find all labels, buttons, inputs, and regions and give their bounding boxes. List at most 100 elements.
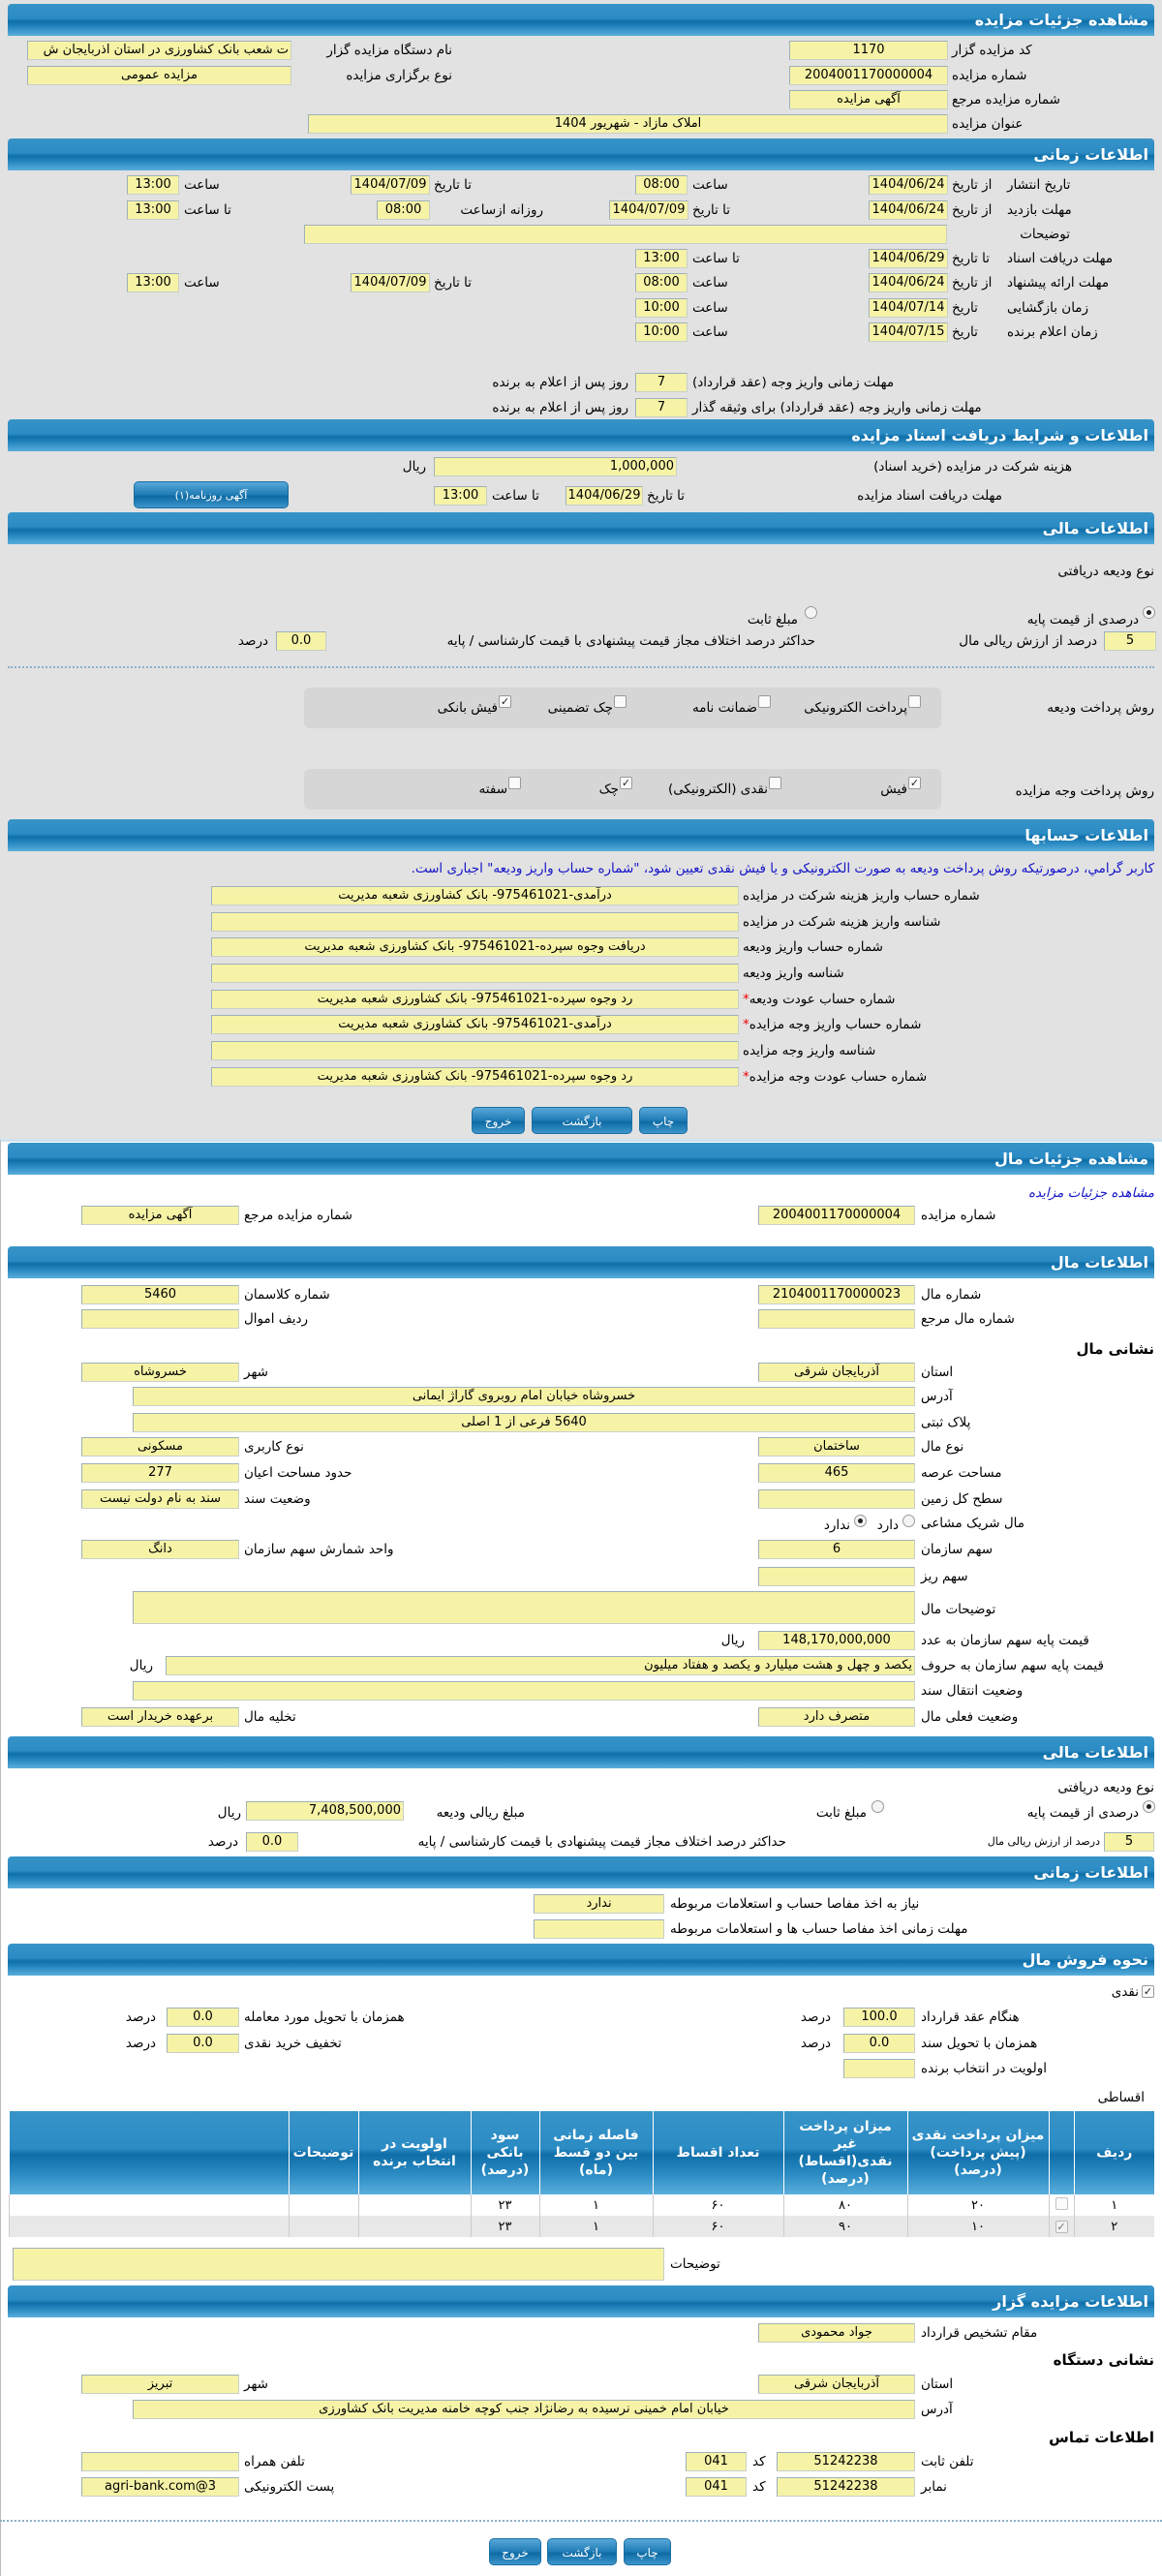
- org-address-field[interactable]: خیابان امام خمینی نرسیده به رضانژاد جنب …: [133, 2400, 915, 2419]
- current-status-field[interactable]: متصرف دارد: [758, 1707, 915, 1727]
- back-button-bottom[interactable]: بازگشت: [547, 2538, 617, 2565]
- sale-notes-field[interactable]: [13, 2248, 664, 2281]
- account-field[interactable]: [211, 1041, 739, 1060]
- usage-field[interactable]: مسکونی: [81, 1437, 239, 1457]
- class-field[interactable]: 5460: [81, 1285, 239, 1304]
- offer-time2-field[interactable]: 13:00: [127, 273, 179, 292]
- payment-method-checkbox-electronic-cash[interactable]: [769, 777, 781, 789]
- cash-checkbox[interactable]: ✓: [1142, 1985, 1154, 1998]
- payment-method-checkbox-promissory[interactable]: [508, 777, 521, 789]
- priority-field[interactable]: [843, 2059, 915, 2078]
- opening-date-field[interactable]: 1404/07/14: [869, 298, 948, 318]
- shared-yes-radio[interactable]: [902, 1515, 915, 1527]
- deed-status-field[interactable]: سند به نام دولت نیست: [81, 1489, 239, 1509]
- email-field[interactable]: agri-bank.com@3: [81, 2477, 239, 2497]
- item-fixed-radio[interactable]: [872, 1800, 884, 1813]
- kind-field[interactable]: ساختمان: [758, 1437, 915, 1457]
- account-field[interactable]: درآمدی-975461021- بانک کشاورزی شعبه مدیر…: [211, 1015, 739, 1034]
- account-field[interactable]: دریافت وجوه سپرده-975461021- بانک کشاورز…: [211, 937, 739, 957]
- offer-from-field[interactable]: 1404/06/24: [869, 273, 948, 292]
- item-max-diff-field[interactable]: 0.0: [246, 1832, 298, 1852]
- winner-time-field[interactable]: 10:00: [635, 322, 688, 342]
- title-field[interactable]: املاک مازاد - شهریور 1404: [308, 114, 948, 134]
- fax-field[interactable]: 51242238: [777, 2477, 915, 2497]
- building-area-field[interactable]: 277: [81, 1463, 239, 1483]
- max-diff-field[interactable]: 0.0: [276, 631, 326, 651]
- fixed-radio[interactable]: [805, 606, 817, 619]
- offer-time1-field[interactable]: 08:00: [635, 273, 688, 292]
- percent-field[interactable]: 5: [1104, 631, 1156, 651]
- docs-deadline2-to-field[interactable]: 1404/06/29: [566, 486, 643, 506]
- mobile-field[interactable]: [81, 2452, 239, 2471]
- item-percent-field[interactable]: 5: [1104, 1832, 1154, 1852]
- payment-method-checkbox-receipt[interactable]: ✓: [908, 777, 921, 789]
- city-field[interactable]: خسروشاه: [81, 1363, 239, 1382]
- publish-to-field[interactable]: 1404/07/09: [351, 175, 430, 195]
- percent-radio[interactable]: [1143, 606, 1155, 619]
- on-deed-field[interactable]: 0.0: [843, 2034, 915, 2053]
- land-area-field[interactable]: 465: [758, 1463, 915, 1483]
- visit-daily-to-field[interactable]: 13:00: [127, 200, 179, 220]
- evacuation-field[interactable]: برعهده خریدار است: [81, 1707, 239, 1727]
- asset-row-field[interactable]: [81, 1309, 239, 1329]
- account-field[interactable]: رد وجوه سپرده-975461021- بانک کشاورزی شع…: [211, 990, 739, 1009]
- visit-to-field[interactable]: 1404/07/09: [609, 200, 688, 220]
- deposit-method-checkbox-bank-receipt[interactable]: ✓: [499, 695, 511, 708]
- row-checkbox[interactable]: [1055, 2196, 1068, 2210]
- shared-no-radio[interactable]: [854, 1515, 867, 1527]
- ref-field[interactable]: آگهی مزایده: [789, 90, 948, 109]
- share-field[interactable]: 6: [758, 1540, 915, 1559]
- account-field[interactable]: [211, 964, 739, 983]
- deposit-method-checkbox-cheque[interactable]: [614, 695, 627, 708]
- pay1-days-field[interactable]: 7: [635, 373, 688, 392]
- subshare-field[interactable]: [758, 1567, 915, 1586]
- share-unit-field[interactable]: دانگ: [81, 1540, 239, 1559]
- plaque-field[interactable]: 5640 فرعی از 1 اصلی: [133, 1413, 915, 1432]
- clearance-deadline-field[interactable]: [534, 1919, 664, 1939]
- cell-select[interactable]: ✓: [1048, 2216, 1074, 2237]
- property-desc-field[interactable]: [133, 1591, 915, 1624]
- transfer-field[interactable]: [133, 1681, 915, 1701]
- offer-to-field[interactable]: 1404/07/09: [351, 273, 430, 292]
- deposit-method-checkbox-guarantee[interactable]: [758, 695, 771, 708]
- payment-method-checkbox-cheque[interactable]: ✓: [620, 777, 632, 789]
- item-ref-field[interactable]: آگهی مزایده: [81, 1206, 239, 1225]
- clearance-field[interactable]: ندارد: [534, 1894, 664, 1914]
- account-field[interactable]: رد وجوه سپرده-975461021- بانک کشاورزی شع…: [211, 1067, 739, 1087]
- publish-from-field[interactable]: 1404/06/24: [869, 175, 948, 195]
- account-field[interactable]: درآمدی-975461021- بانک کشاورزی شعبه مدیر…: [211, 886, 739, 905]
- opening-time-field[interactable]: 10:00: [635, 298, 688, 318]
- cost-field[interactable]: 1,000,000: [434, 457, 677, 476]
- price-field[interactable]: 148,170,000,000: [758, 1631, 915, 1650]
- item-percent-radio[interactable]: [1143, 1800, 1155, 1813]
- account-field[interactable]: [211, 912, 739, 932]
- property-number-field[interactable]: 2104001170000023: [758, 1285, 915, 1304]
- code-field[interactable]: 1170: [789, 41, 948, 60]
- print-button[interactable]: چاپ: [639, 1107, 688, 1134]
- cell-select[interactable]: [1048, 2194, 1074, 2216]
- exit-button[interactable]: خروج: [472, 1107, 525, 1134]
- number-field[interactable]: 2004001170000004: [789, 66, 948, 85]
- exit-button-bottom[interactable]: خروج: [489, 2538, 541, 2565]
- org-field[interactable]: ت شعب بانک کشاورزی در استان اذربایجان ش: [27, 41, 291, 60]
- auction-details-link[interactable]: مشاهده جزئیات مزایده: [1027, 1185, 1154, 1201]
- org-province-field[interactable]: آذربایجان شرقی: [758, 2375, 915, 2394]
- phone-code-field[interactable]: 041: [686, 2452, 747, 2471]
- address-field[interactable]: خسروشاه خیابان امام روبروی گاراژ ایمانی: [133, 1387, 915, 1406]
- docs-time-field[interactable]: 13:00: [635, 249, 688, 268]
- on-delivery-field[interactable]: 0.0: [167, 2008, 239, 2027]
- property-ref-field[interactable]: [758, 1309, 915, 1329]
- total-land-field[interactable]: [758, 1489, 915, 1509]
- print-button-bottom[interactable]: چاپ: [624, 2538, 671, 2565]
- org-city-field[interactable]: تبریز: [81, 2375, 239, 2394]
- docs-deadline2-time-field[interactable]: 13:00: [434, 486, 487, 506]
- province-field[interactable]: آذربایجان شرقی: [758, 1363, 915, 1382]
- authority-field[interactable]: جواد محمودی: [758, 2323, 915, 2343]
- visit-daily-from-field[interactable]: 08:00: [377, 200, 430, 220]
- price-words-field[interactable]: یکصد و چهل و هشت میلیارد و یکصد و هفتاد …: [166, 1656, 915, 1675]
- back-button[interactable]: بازگشت: [532, 1107, 632, 1134]
- type-field[interactable]: مزایده عمومی: [27, 66, 291, 85]
- phone-field[interactable]: 51242238: [777, 2452, 915, 2471]
- publish-time2-field[interactable]: 13:00: [127, 175, 179, 195]
- deposit-method-checkbox-electronic[interactable]: [908, 695, 921, 708]
